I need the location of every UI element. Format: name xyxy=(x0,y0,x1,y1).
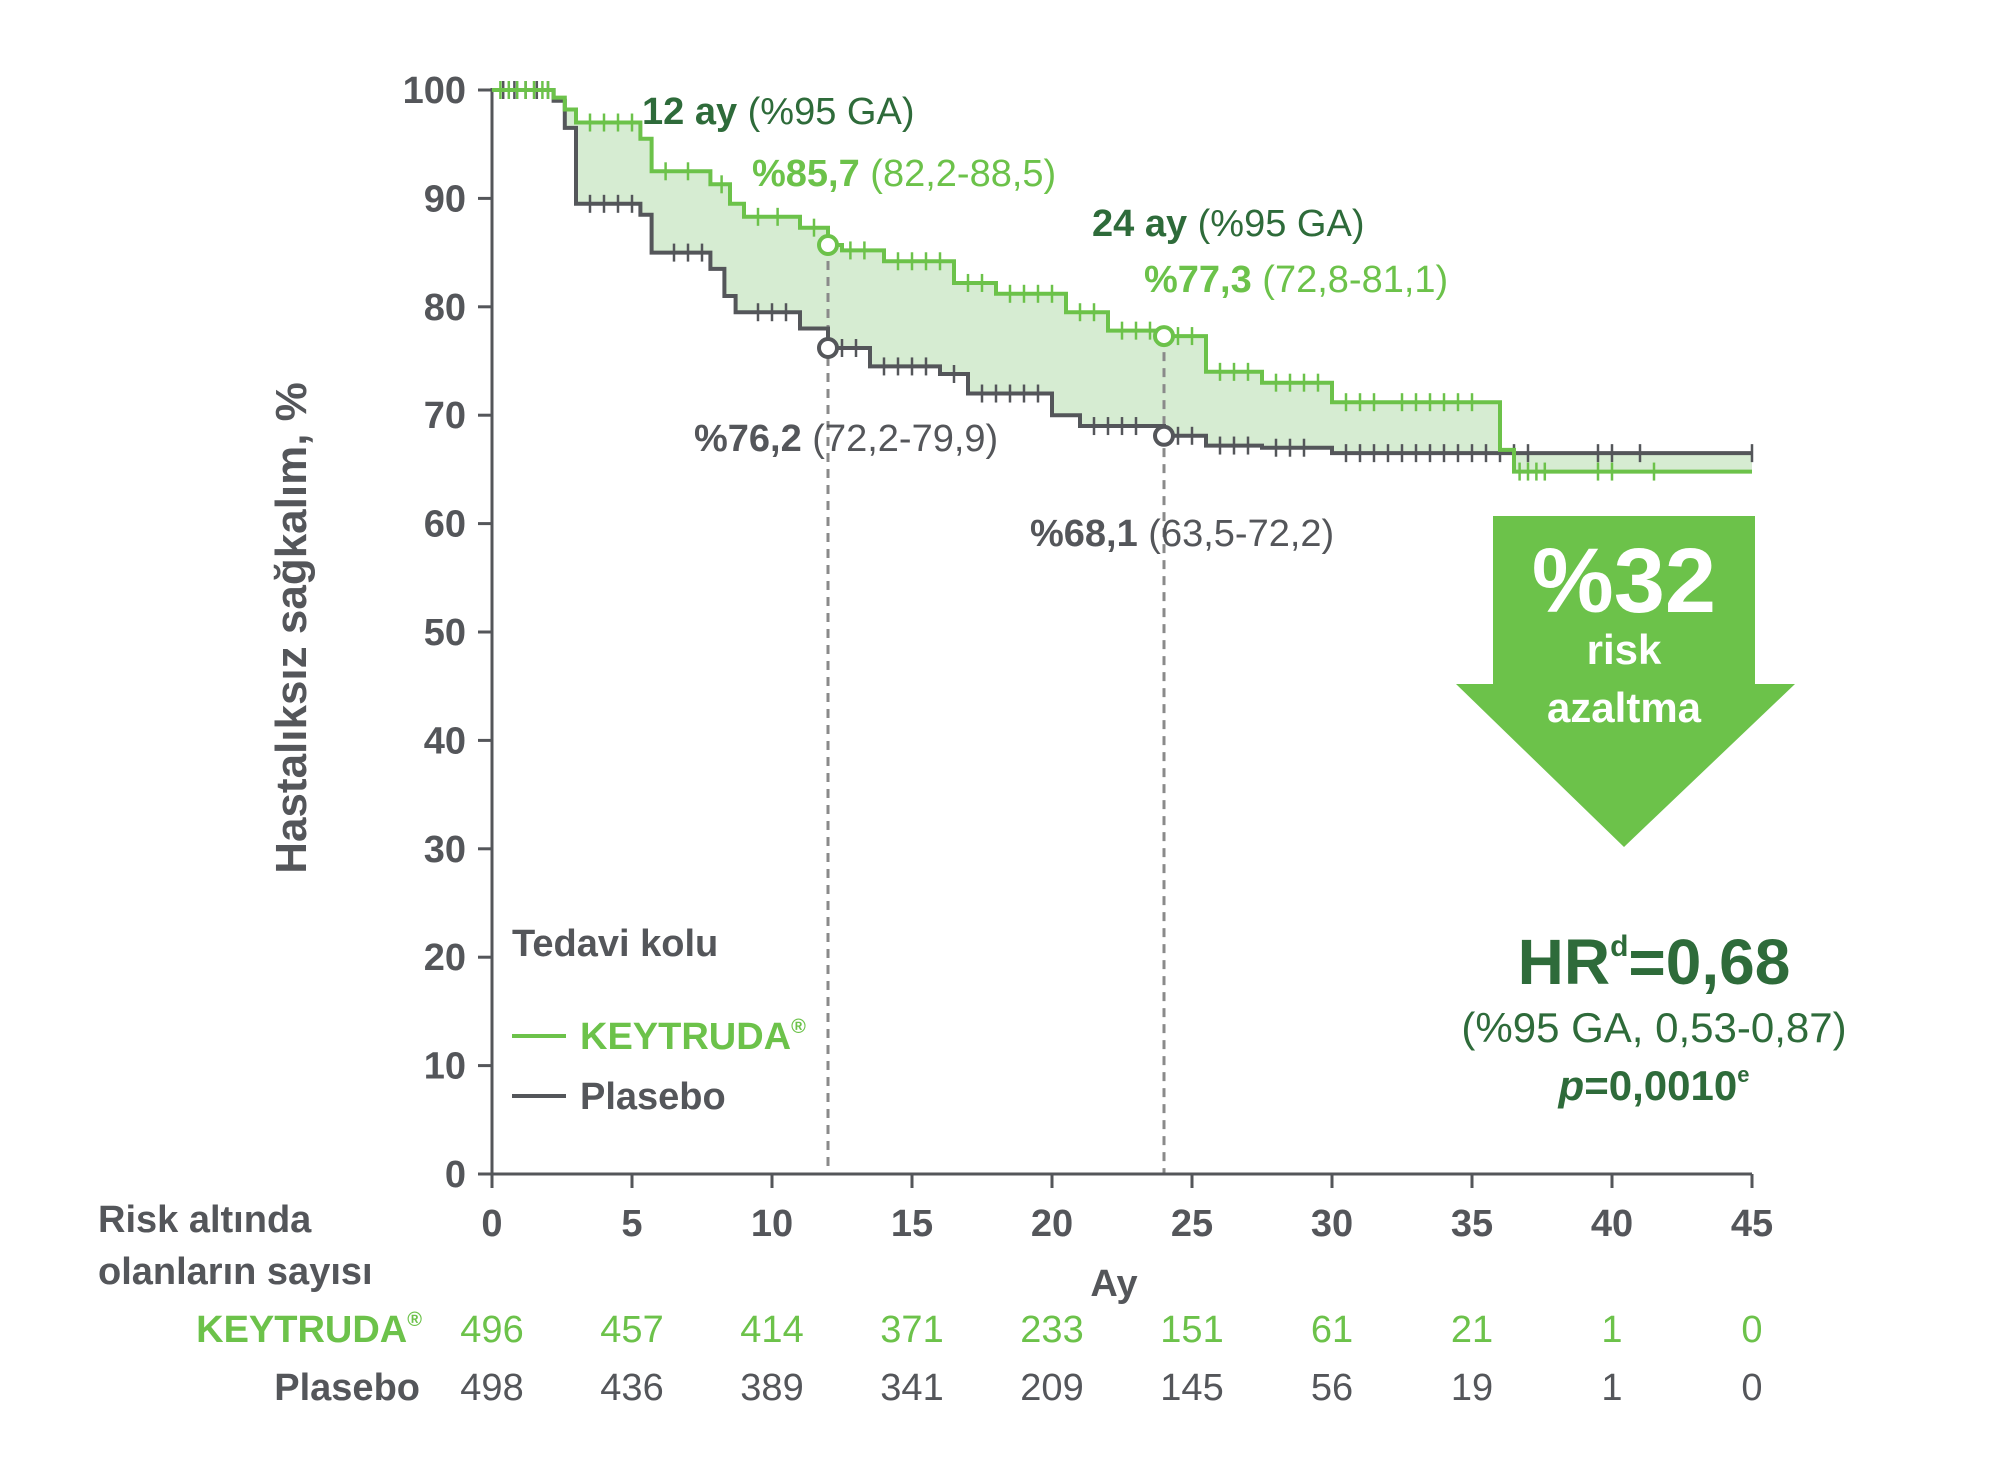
y-tick-label-7: 70 xyxy=(424,395,466,437)
marker-placebo-1 xyxy=(1153,424,1175,447)
legend-title: Tedavi kolu xyxy=(512,923,718,965)
p-value: p=0,0010e xyxy=(1558,1062,1750,1109)
x-tick-label-3: 15 xyxy=(891,1203,933,1245)
p-value-sup: e xyxy=(1737,1062,1749,1087)
y-tick-label-6: 60 xyxy=(424,504,466,546)
annotation-12-placebo: %76,2 (72,2-79,9) xyxy=(694,418,998,460)
risk-value-keytruda-1: 457 xyxy=(600,1309,663,1351)
risk-value-keytruda-6: 61 xyxy=(1311,1309,1353,1351)
y-tick-label-3: 30 xyxy=(424,829,466,871)
x-tick-label-2: 10 xyxy=(751,1203,793,1245)
annotation-12-month: 12 ay (%95 GA) xyxy=(642,91,914,133)
legend-keytruda-sup: ® xyxy=(791,1016,806,1038)
marker-keytruda-0 xyxy=(817,234,839,257)
annotation-24-keytruda-value: %77,3 xyxy=(1144,259,1252,301)
p-value-number: =0,0010 xyxy=(1584,1062,1737,1109)
legend-keytruda: KEYTRUDA® xyxy=(580,1016,806,1058)
annotation-12-keytruda-value: %85,7 xyxy=(752,153,860,195)
annotation-24-keytruda: %77,3 (72,8-81,1) xyxy=(1144,259,1448,301)
y-axis-label: Hastalıksız sağkalım, % xyxy=(267,382,316,874)
x-tick-label-0: 0 xyxy=(481,1203,502,1245)
y-tick-label-2: 20 xyxy=(424,937,466,979)
x-axis-label: Ay xyxy=(1090,1263,1137,1305)
x-tick-label-9: 45 xyxy=(1731,1203,1773,1245)
risk-table-title-line2: olanların sayısı xyxy=(98,1251,373,1293)
risk-value-keytruda-0: 496 xyxy=(460,1309,523,1351)
annotation-12-keytruda-ci: (82,2-88,5) xyxy=(860,153,1056,195)
risk-row-keytruda-label: KEYTRUDA® xyxy=(196,1309,422,1351)
marker-placebo-0 xyxy=(817,336,839,359)
annotation-24-placebo-value: %68,1 xyxy=(1030,513,1138,555)
x-tick-label-6: 30 xyxy=(1311,1203,1353,1245)
risk-value-keytruda-9: 0 xyxy=(1741,1309,1762,1351)
risk-value-keytruda-7: 21 xyxy=(1451,1309,1493,1351)
risk-row-keytruda-name: KEYTRUDA xyxy=(196,1309,407,1351)
annotation-12-month-ci-label: (%95 GA) xyxy=(737,91,914,133)
y-tick-label-0: 0 xyxy=(445,1154,466,1196)
annotation-24-month-label: 24 ay xyxy=(1092,203,1187,245)
risk-reduction-line1: risk xyxy=(1587,626,1662,673)
y-tick-label-4: 40 xyxy=(424,720,466,762)
hazard-ratio-label: HR xyxy=(1518,926,1610,998)
annotation-12-keytruda: %85,7 (82,2-88,5) xyxy=(752,153,1056,195)
x-tick-label-5: 25 xyxy=(1171,1203,1213,1245)
p-value-label: p xyxy=(1558,1062,1585,1109)
markers xyxy=(817,234,1175,447)
reference-lines xyxy=(826,245,1166,1174)
annotation-24-placebo: %68,1 (63,5-72,2) xyxy=(1030,513,1334,555)
annotation-12-placebo-ci: (72,2-79,9) xyxy=(802,418,998,460)
annotation-24-placebo-ci: (63,5-72,2) xyxy=(1138,513,1334,555)
hazard-ratio-sup: d xyxy=(1610,930,1628,963)
annotation-24-month-ci-label: (%95 GA) xyxy=(1187,203,1364,245)
risk-value-keytruda-8: 1 xyxy=(1601,1309,1622,1351)
risk-table-title-line1: Risk altında xyxy=(98,1199,312,1241)
risk-value-keytruda-5: 151 xyxy=(1160,1309,1223,1351)
risk-value-placebo-1: 436 xyxy=(600,1367,663,1409)
y-tick-label-10: 100 xyxy=(403,70,466,112)
risk-value-placebo-8: 1 xyxy=(1601,1367,1622,1409)
legend-placebo-label: Plasebo xyxy=(580,1076,726,1118)
x-tick-label-8: 40 xyxy=(1591,1203,1633,1245)
annotation-24-keytruda-ci: (72,8-81,1) xyxy=(1252,259,1448,301)
x-tick-label-7: 35 xyxy=(1451,1203,1493,1245)
tick-labels: 0 10 20 30 40 50 60 70 80 90 100 0 5 10 15 20 25 30 35 40 45 xyxy=(403,70,1774,1245)
hazard-ratio: HRd=0,68 xyxy=(1518,926,1791,998)
risk-reduction-line2: azaltma xyxy=(1547,684,1702,731)
risk-value-placebo-7: 19 xyxy=(1451,1367,1493,1409)
y-tick-label-1: 10 xyxy=(424,1046,466,1088)
hazard-ratio-value: =0,68 xyxy=(1628,926,1790,998)
hazard-ratio-ci: (%95 GA, 0,53-0,87) xyxy=(1461,1004,1846,1051)
risk-reduction-arrow xyxy=(1456,516,1795,847)
y-tick-label-9: 90 xyxy=(424,178,466,220)
x-tick-label-4: 20 xyxy=(1031,1203,1073,1245)
series-line-keytruda xyxy=(492,88,1752,474)
risk-value-keytruda-3: 371 xyxy=(880,1309,943,1351)
y-tick-label-8: 80 xyxy=(424,287,466,329)
difference-band xyxy=(492,90,1752,472)
risk-value-placebo-2: 389 xyxy=(740,1367,803,1409)
annotation-24-month: 24 ay (%95 GA) xyxy=(1092,203,1364,245)
y-tick-label-5: 50 xyxy=(424,612,466,654)
risk-row-keytruda-sup: ® xyxy=(407,1309,422,1331)
risk-value-keytruda-4: 233 xyxy=(1020,1309,1083,1351)
risk-value-placebo-0: 498 xyxy=(460,1367,523,1409)
risk-value-keytruda-2: 414 xyxy=(740,1309,803,1351)
legend-keytruda-label: KEYTRUDA xyxy=(580,1016,791,1058)
axes xyxy=(478,88,1754,1188)
x-tick-label-1: 5 xyxy=(621,1203,642,1245)
risk-value-placebo-3: 341 xyxy=(880,1367,943,1409)
series-lines xyxy=(492,81,1754,481)
risk-value-placebo-4: 209 xyxy=(1020,1367,1083,1409)
annotation-12-month-label: 12 ay xyxy=(642,91,737,133)
marker-keytruda-1 xyxy=(1153,325,1175,348)
risk-value-placebo-6: 56 xyxy=(1311,1367,1353,1409)
risk-table-values: 496 457 414 371 233 151 61 21 1 0 498 436 389 341 209 1… xyxy=(460,1309,1762,1409)
annotation-12-placebo-value: %76,2 xyxy=(694,418,802,460)
band-area xyxy=(492,90,1752,472)
risk-reduction-value: %32 xyxy=(1532,530,1716,632)
risk-row-placebo-label: Plasebo xyxy=(274,1367,420,1409)
risk-value-placebo-9: 0 xyxy=(1741,1367,1762,1409)
risk-value-placebo-5: 145 xyxy=(1160,1367,1223,1409)
